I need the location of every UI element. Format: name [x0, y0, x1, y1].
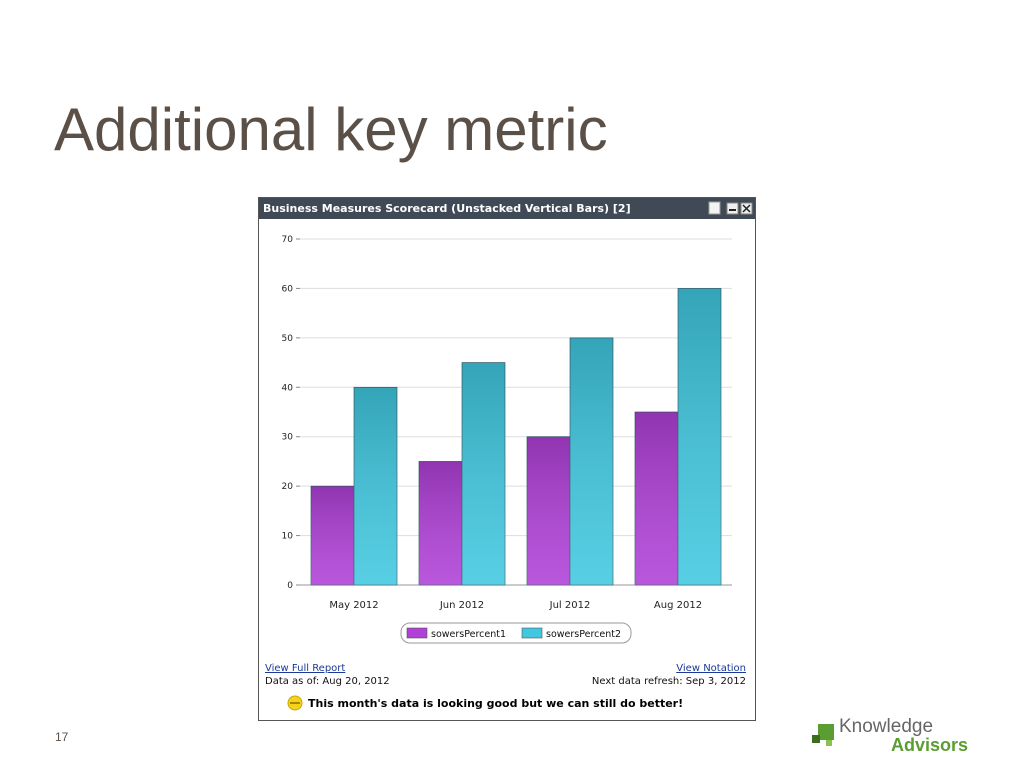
bar	[569, 337, 614, 586]
slide-title: Additional key metric	[54, 96, 608, 163]
edit-icon[interactable]	[708, 201, 721, 215]
minimize-button[interactable]	[726, 202, 739, 215]
bar	[461, 362, 506, 586]
logo-text-1: Knowledge	[839, 716, 933, 737]
next-refresh: Next data refresh: Sep 3, 2012	[592, 676, 746, 687]
y-tick-label: 20	[282, 482, 294, 492]
status-message: This month's data is looking good but we…	[308, 697, 683, 710]
bar	[634, 411, 679, 586]
legend-swatch	[406, 627, 428, 639]
logo-text-2: Advisors	[891, 735, 968, 755]
close-glyph	[742, 204, 751, 213]
bar	[677, 288, 722, 586]
y-tick-label: 0	[287, 581, 293, 591]
page-number: 17	[55, 730, 69, 744]
bar	[418, 461, 463, 586]
chart-title: Business Measures Scorecard (Unstacked V…	[263, 202, 631, 215]
logo-square	[812, 735, 820, 743]
y-tick-label: 60	[282, 284, 294, 294]
notation-link[interactable]: View Notation	[676, 663, 746, 674]
legend-swatch	[521, 627, 543, 639]
data-as-of: Data as of: Aug 20, 2012	[265, 676, 390, 687]
legend-frame	[400, 622, 632, 644]
x-tick-label: May 2012	[329, 600, 378, 611]
y-tick-label: 50	[282, 334, 294, 344]
bar	[526, 436, 571, 586]
x-tick-label: Jul 2012	[549, 600, 591, 611]
logo-square	[818, 724, 834, 740]
legend-label: sowersPercent2	[546, 629, 621, 640]
y-tick-label: 40	[282, 383, 294, 393]
logo: Knowledge Advisors	[812, 716, 968, 755]
x-tick-label: Aug 2012	[654, 600, 702, 611]
bar	[310, 485, 355, 586]
y-tick-label: 10	[282, 532, 294, 542]
y-tick-label: 70	[282, 235, 294, 245]
logo-square	[826, 740, 832, 746]
full-report-link[interactable]: View Full Report	[265, 663, 345, 674]
widget-header	[259, 198, 755, 219]
x-tick-label: Jun 2012	[439, 600, 484, 611]
bar	[353, 386, 398, 586]
y-tick-label: 30	[282, 433, 294, 443]
legend-label: sowersPercent1	[431, 629, 506, 640]
